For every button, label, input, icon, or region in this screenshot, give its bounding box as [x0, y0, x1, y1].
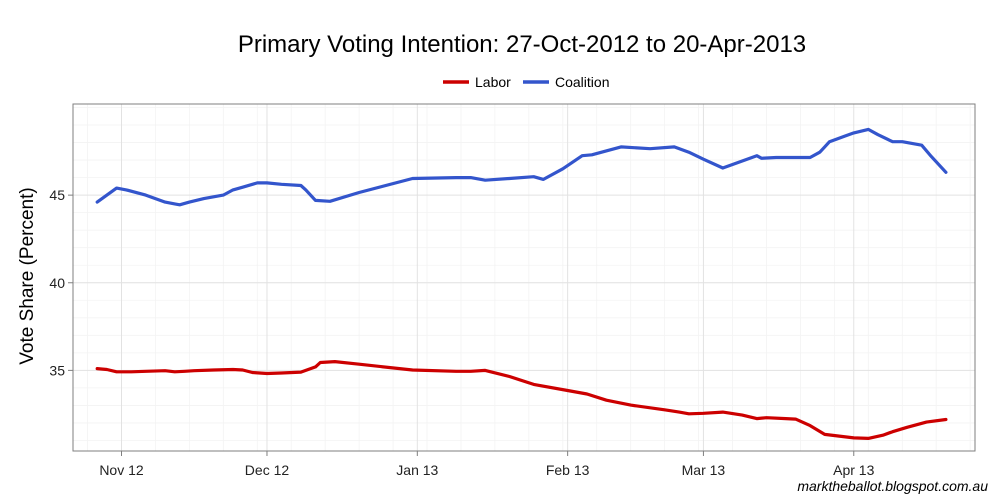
x-tick-label: Apr 13 — [833, 462, 874, 478]
plot-border — [72, 103, 976, 452]
x-tick-label: Mar 13 — [682, 462, 726, 478]
legend: Labor Coalition — [443, 74, 609, 90]
credit-text: marktheballot.blogspot.com.au — [797, 478, 988, 494]
chart-title: Primary Voting Intention: 27-Oct-2012 to… — [238, 31, 806, 58]
y-tick-label: 35 — [49, 362, 65, 378]
x-tick-label: Feb 13 — [546, 462, 590, 478]
x-tick-label: Jan 13 — [396, 462, 438, 478]
y-tick-label: 45 — [49, 187, 65, 203]
legend-label-coalition: Coalition — [555, 74, 609, 90]
plot-background — [73, 104, 975, 451]
y-axis-title: Vote Share (Percent) — [17, 187, 38, 364]
y-tick-label: 40 — [49, 275, 65, 291]
series-line-coalition — [95, 127, 948, 207]
plot-area: Nov 12 Dec 12 Jan 13 Feb 13 Mar 13 Apr 13 35 40… — [49, 103, 976, 478]
x-tick-label: Nov 12 — [99, 462, 144, 478]
x-tick-label: Dec 12 — [245, 462, 290, 478]
legend-label-labor: Labor — [475, 74, 511, 90]
series-line-labor — [95, 360, 948, 440]
